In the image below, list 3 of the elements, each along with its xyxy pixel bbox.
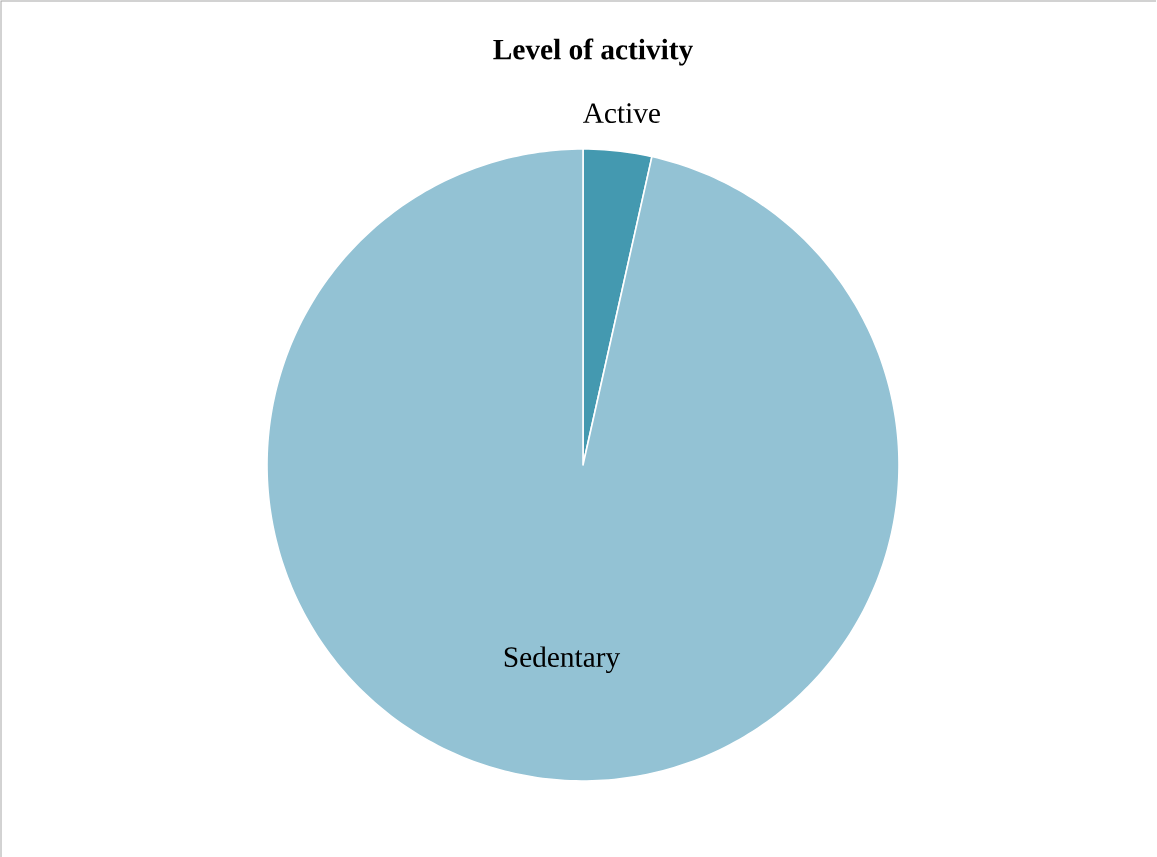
slice-label: Sedentary <box>504 646 621 673</box>
chart-title: Level of activity <box>493 38 693 66</box>
slice-label: Active <box>583 103 660 123</box>
